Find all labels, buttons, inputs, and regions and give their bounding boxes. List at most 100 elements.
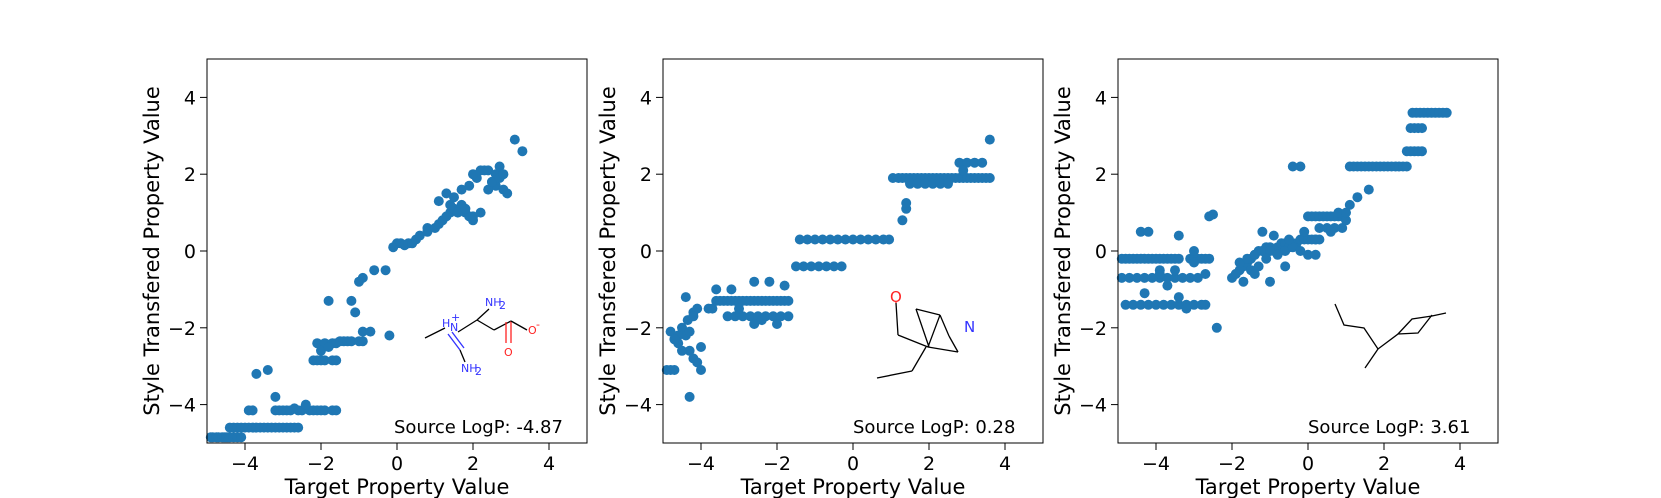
x-tick-label: 2 [1378, 453, 1390, 475]
data-point [848, 234, 858, 245]
atom-label: NH [461, 362, 478, 375]
y-tick-label: 2 [184, 164, 196, 186]
data-point [380, 265, 391, 276]
data-point [1344, 199, 1355, 210]
data-point [836, 261, 847, 272]
data-point [1211, 322, 1222, 333]
data-point [300, 399, 311, 410]
data-point [984, 134, 995, 145]
data-point [1299, 226, 1310, 237]
x-tick-label: −4 [687, 453, 715, 475]
data-point [475, 207, 486, 218]
data-point [1173, 292, 1184, 303]
data-point [456, 184, 467, 195]
data-point [737, 311, 748, 322]
y-tick-label: 4 [1095, 87, 1107, 109]
data-point [1185, 272, 1196, 283]
atom-label: O [504, 346, 513, 359]
atom-label: - [536, 318, 540, 331]
data-point [1287, 242, 1298, 253]
data-point [775, 311, 786, 322]
molecule-branch [1364, 348, 1379, 369]
data-point [1238, 276, 1249, 287]
molecule-bond [510, 320, 528, 331]
molecule-azabicyclo-aldehyde-icon: O N [876, 288, 975, 379]
data-point [316, 345, 326, 356]
data-point [677, 322, 687, 333]
x-tick-label: 4 [1454, 453, 1466, 475]
molecule-branched-alkane-icon [1334, 303, 1447, 369]
data-point [684, 391, 695, 402]
data-point [1272, 249, 1283, 260]
data-point [1139, 288, 1150, 299]
points-3 [1116, 107, 1452, 333]
data-point [943, 178, 953, 189]
molecule-bond [911, 346, 927, 372]
x-tick-label: 0 [847, 453, 859, 475]
y-tick-label: 4 [184, 87, 196, 109]
atom-label: 2 [499, 299, 506, 312]
data-point [1310, 234, 1321, 245]
data-point [441, 188, 452, 199]
data-point [1242, 253, 1253, 264]
data-point [357, 326, 368, 337]
data-point [707, 303, 718, 314]
y-tick-label: −4 [168, 395, 196, 417]
data-point [483, 184, 494, 195]
atom-label: NH [485, 296, 502, 309]
y-tick-label: −2 [1079, 318, 1107, 340]
y-tick-label: −2 [168, 318, 196, 340]
data-point [464, 180, 475, 191]
data-point [1154, 269, 1165, 279]
data-point [1341, 215, 1351, 226]
data-point [821, 261, 832, 272]
y-tick-label: −4 [624, 395, 652, 417]
data-point [1116, 272, 1127, 283]
atom-label: O [528, 324, 537, 337]
data-point [247, 405, 258, 416]
data-point [665, 326, 676, 337]
data-point [494, 161, 505, 172]
data-point [422, 226, 433, 237]
data-point [449, 192, 459, 203]
data-point [384, 330, 395, 341]
data-point [772, 319, 782, 329]
subplot-2: −4 −2 0 2 4 −4 −2 0 2 4 Target Property Value Sty… [596, 58, 1044, 498]
data-point [810, 234, 820, 245]
data-point [1234, 257, 1245, 268]
data-point [357, 336, 368, 347]
data-point [1151, 299, 1161, 310]
data-point [745, 311, 756, 322]
molecule-bond [897, 334, 929, 348]
data-point [832, 234, 843, 245]
data-point [1162, 272, 1173, 283]
data-point [1200, 269, 1211, 279]
data-point [680, 292, 691, 303]
data-point [783, 311, 794, 322]
y-tick-label: 0 [1095, 241, 1107, 263]
data-point [1143, 299, 1154, 310]
data-point [1287, 161, 1298, 172]
data-point [331, 405, 342, 416]
y-tick-label: 2 [1095, 164, 1107, 186]
plot-frame-2 [662, 58, 1044, 444]
data-point [749, 276, 760, 287]
data-point [1295, 161, 1306, 172]
molecule-bond [939, 314, 950, 337]
data-point [452, 207, 463, 218]
data-point [912, 178, 923, 189]
data-point [1401, 161, 1412, 172]
data-point [884, 234, 895, 245]
x-tick-label: 2 [467, 453, 479, 475]
data-point [692, 303, 703, 314]
data-point [1257, 226, 1268, 237]
data-point [1162, 280, 1173, 291]
data-point [357, 272, 368, 283]
data-point [468, 211, 478, 222]
data-point [346, 295, 357, 306]
data-point [323, 342, 334, 352]
data-point [696, 365, 706, 375]
molecule-bond [948, 335, 959, 353]
data-point [1280, 261, 1291, 272]
data-point [262, 365, 273, 375]
